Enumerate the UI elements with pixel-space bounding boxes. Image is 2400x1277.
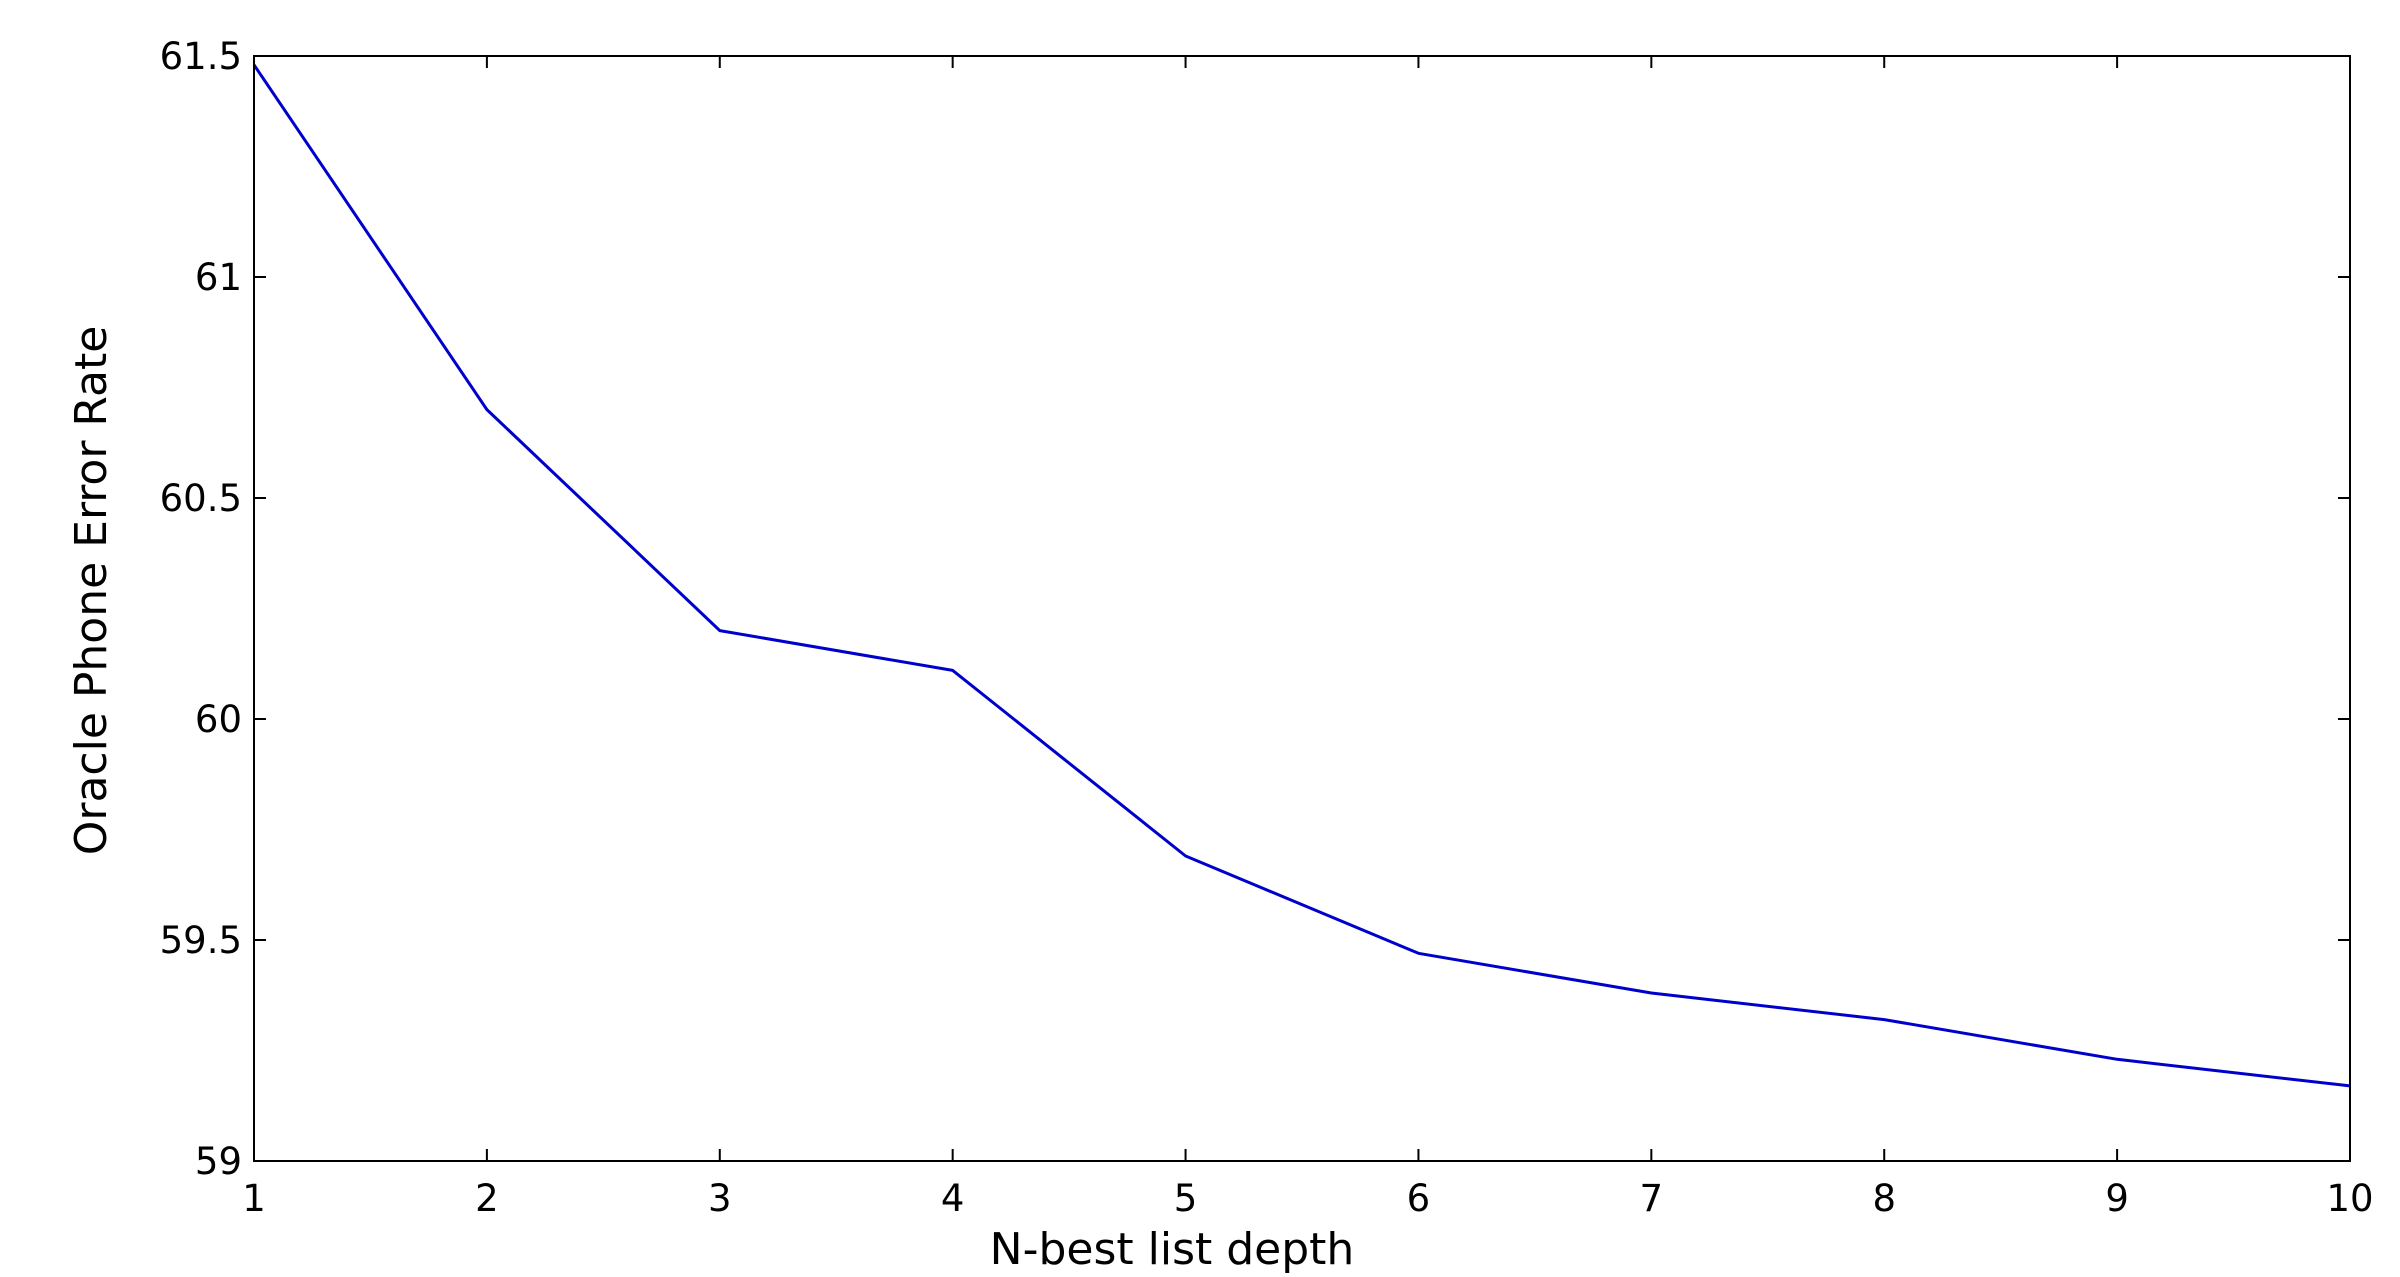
x-tick-label: 3 (708, 1177, 732, 1220)
y-tick-labels: 59 59.5 60 60.5 61 61.5 (160, 35, 242, 1183)
x-tick-label: 7 (1640, 1177, 1664, 1220)
y-tick-marks (254, 55, 2350, 1162)
y-axis-title: Oracle Phone Error Rate (66, 326, 117, 856)
series-line-0 (252, 63, 2351, 1088)
x-tick-label: 6 (1407, 1177, 1431, 1220)
x-tick-label: 10 (2326, 1177, 2373, 1220)
y-tick-label: 59 (195, 1140, 242, 1183)
x-tick-label: 2 (475, 1177, 499, 1220)
y-tick-label: 61 (195, 256, 242, 299)
x-tick-marks (253, 56, 2351, 1161)
x-tick-label: 4 (941, 1177, 965, 1220)
plot-frame (253, 55, 2351, 1162)
y-tick-label: 61.5 (160, 35, 242, 78)
x-tick-label: 8 (1872, 1177, 1896, 1220)
y-tick-label: 60 (195, 698, 242, 741)
x-tick-label: 9 (2105, 1177, 2129, 1220)
x-tick-label: 1 (242, 1177, 266, 1220)
x-tick-labels: 1 2 3 4 5 6 7 8 9 10 (242, 1177, 2373, 1220)
series-layer (252, 63, 2351, 1088)
x-axis-title: N-best list depth (990, 1224, 1355, 1275)
y-tick-label: 59.5 (160, 919, 242, 962)
y-tick-label: 60.5 (160, 477, 242, 520)
x-tick-label: 5 (1174, 1177, 1198, 1220)
